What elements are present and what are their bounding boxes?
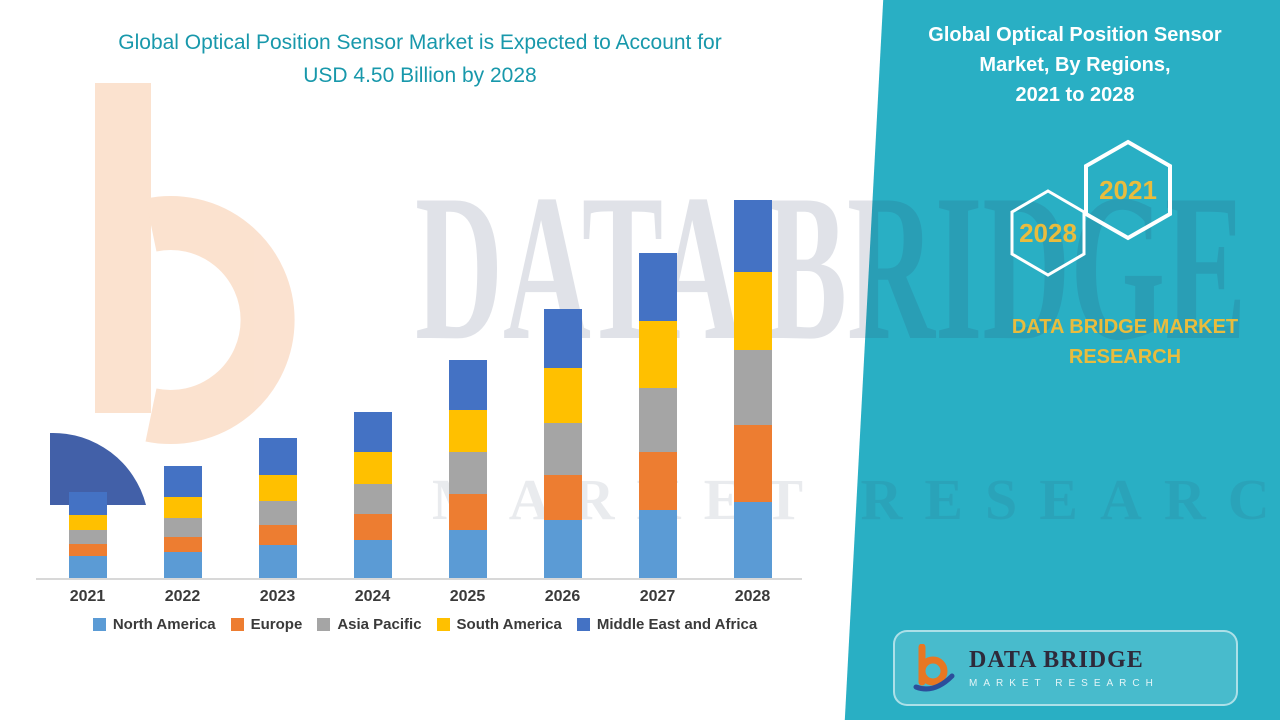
x-axis-label-2021: 2021 <box>69 588 106 605</box>
segment-north-america-2026 <box>543 520 582 578</box>
panel-title-line3: 2021 to 2028 <box>1015 84 1135 106</box>
segment-north-america-2023 <box>258 545 297 578</box>
x-axis-label-2024: 2024 <box>354 588 391 605</box>
legend-label-asia-pacific: Asia Pacific <box>337 616 422 633</box>
brand-text-line1: DATA BRIDGE MARKET <box>1011 316 1239 338</box>
legend-item-north-america: North America <box>92 616 216 633</box>
panel-title-line1: Global Optical Position Sensor <box>928 24 1222 46</box>
legend-item-middle-east-and-africa: Middle East and Africa <box>576 616 758 633</box>
hexagon-2028-label: 2028 <box>1019 218 1077 248</box>
legend-label-middle-east-and-africa: Middle East and Africa <box>596 616 758 633</box>
legend-label-europe: Europe <box>250 616 303 633</box>
bar-stack-2024 <box>325 411 420 578</box>
legend-swatch-asia-pacific <box>317 618 331 631</box>
segment-asia-pacific-2023 <box>258 500 297 526</box>
segment-south-america-2027 <box>638 321 677 389</box>
segment-south-america-2021 <box>68 515 107 531</box>
segment-europe-2023 <box>258 525 297 546</box>
bar-stack-2026 <box>515 309 610 578</box>
segment-asia-pacific-2026 <box>543 422 582 475</box>
segment-north-america-2024 <box>353 540 392 578</box>
segment-asia-pacific-2022 <box>163 517 202 537</box>
segment-north-america-2021 <box>68 556 107 578</box>
chart-title-line2: USD 4.50 Billion by 2028 <box>303 64 537 87</box>
legend-swatch-south-america <box>436 618 450 631</box>
year-hexagons: 2028 2021 <box>1010 139 1172 277</box>
segment-south-america-2023 <box>258 474 297 501</box>
chart-title: Global Optical Position Sensor Market is… <box>40 26 800 92</box>
segment-middle-east-and-africa-2021 <box>68 492 107 516</box>
legend-swatch-middle-east-and-africa <box>576 618 590 631</box>
bar-stack-2021 <box>40 492 135 578</box>
legend-item-europe: Europe <box>230 616 303 633</box>
segment-asia-pacific-2025 <box>448 452 487 495</box>
segment-north-america-2027 <box>638 510 677 578</box>
segment-europe-2026 <box>543 474 582 520</box>
panel-title: Global Optical Position Sensor Market, B… <box>900 20 1250 110</box>
segment-south-america-2024 <box>353 452 392 485</box>
chart-title-line1: Global Optical Position Sensor Market is… <box>118 31 722 54</box>
segment-europe-2027 <box>638 452 677 510</box>
segment-north-america-2022 <box>163 552 202 578</box>
brand-text-line2: RESEARCH <box>1068 346 1182 368</box>
bar-stack-2022 <box>135 466 230 578</box>
chart-legend: North America Europe Asia Pacific South Ame… <box>25 616 825 633</box>
segment-middle-east-and-africa-2022 <box>163 466 202 497</box>
segment-middle-east-and-africa-2024 <box>353 411 392 453</box>
footer-logo-tagline: MARKET RESEARCH <box>969 678 1159 689</box>
segment-europe-2022 <box>163 536 202 552</box>
segment-asia-pacific-2028 <box>733 350 772 426</box>
segment-middle-east-and-africa-2026 <box>543 309 582 368</box>
segment-north-america-2028 <box>733 502 772 578</box>
segment-asia-pacific-2027 <box>638 388 677 452</box>
x-axis-label-2026: 2026 <box>544 588 581 605</box>
segment-asia-pacific-2021 <box>68 530 107 545</box>
bar-stack-2028 <box>705 200 800 578</box>
bar-stack-2023 <box>230 437 325 578</box>
segment-middle-east-and-africa-2025 <box>448 359 487 411</box>
hexagon-2021 <box>1084 139 1172 241</box>
segment-south-america-2022 <box>163 496 202 518</box>
x-axis-label-2025: 2025 <box>449 588 486 605</box>
x-axis-label-2023: 2023 <box>259 588 296 605</box>
hexagon-2021-label: 2021 <box>1099 175 1157 205</box>
segment-south-america-2028 <box>733 272 772 351</box>
data-bridge-logo-icon <box>913 644 955 692</box>
legend-swatch-north-america <box>92 618 106 631</box>
bar-stack-2025 <box>420 359 515 578</box>
segment-europe-2024 <box>353 514 392 541</box>
legend-item-south-america: South America <box>436 616 562 633</box>
brand-text: DATA BRIDGE MARKET RESEARCH <box>985 312 1265 372</box>
segment-north-america-2025 <box>448 530 487 578</box>
segment-middle-east-and-africa-2027 <box>638 253 677 322</box>
x-axis-labels: 2021 2022 2023 2024 2025 2026 2027 2028 <box>40 588 800 606</box>
panel-title-line2: Market, By Regions, <box>979 54 1171 76</box>
footer-logo-card: DATA BRIDGE MARKET RESEARCH <box>893 630 1238 706</box>
legend-label-south-america: South America <box>456 616 562 633</box>
x-axis-label-2022: 2022 <box>164 588 201 605</box>
stacked-bar-chart <box>40 198 800 578</box>
segment-middle-east-and-africa-2023 <box>258 437 297 475</box>
bar-stack-2027 <box>610 253 705 578</box>
x-axis-line <box>36 578 802 580</box>
legend-item-asia-pacific: Asia Pacific <box>317 616 422 633</box>
segment-south-america-2026 <box>543 367 582 423</box>
segment-europe-2028 <box>733 425 772 503</box>
segment-europe-2025 <box>448 494 487 531</box>
legend-label-north-america: North America <box>112 616 216 633</box>
x-axis-label-2027: 2027 <box>639 588 676 605</box>
segment-europe-2021 <box>68 544 107 557</box>
segment-asia-pacific-2024 <box>353 484 392 515</box>
x-axis-label-2028: 2028 <box>734 588 771 605</box>
segment-middle-east-and-africa-2028 <box>733 200 772 273</box>
segment-south-america-2025 <box>448 410 487 453</box>
footer-logo-name: DATA BRIDGE <box>969 647 1144 673</box>
legend-swatch-europe <box>230 618 244 631</box>
